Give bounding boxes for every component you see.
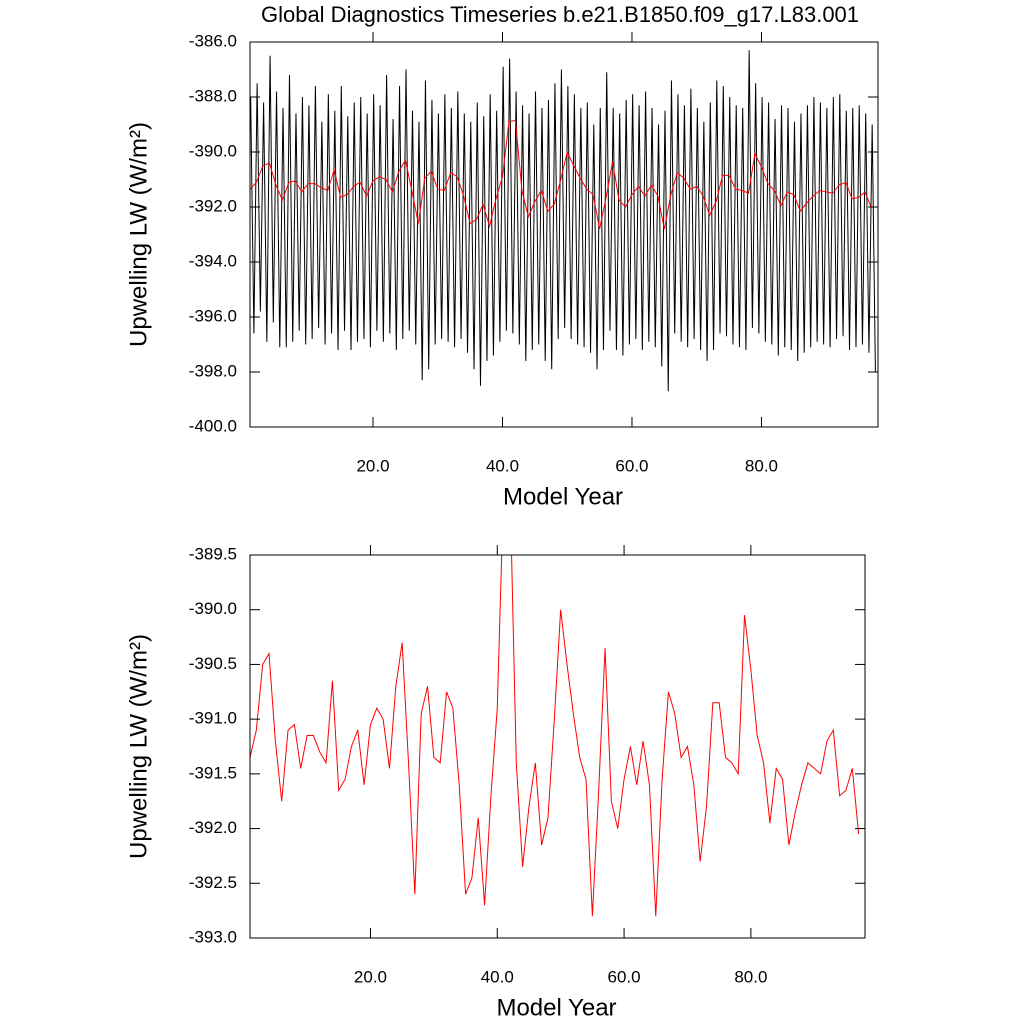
data-line — [250, 119, 872, 230]
y-tick-label: -388.0 — [189, 86, 237, 105]
plot-frame — [249, 41, 879, 428]
y-tick-label: -391.0 — [189, 709, 237, 728]
y-tick-label: -386.0 — [189, 31, 237, 50]
x-tick-label: 20.0 — [354, 967, 387, 986]
y-tick-label: -392.0 — [189, 818, 237, 837]
plot-area — [250, 50, 876, 392]
y-tick-label: -400.0 — [189, 416, 237, 435]
y-tick-label: -390.0 — [189, 599, 237, 618]
x-axis-label: Model Year — [503, 483, 623, 510]
x-tick-label: 80.0 — [734, 967, 767, 986]
y-axis-label: Upwelling LW (W/m²) — [125, 634, 152, 859]
y-tick-label: -389.5 — [189, 544, 237, 563]
x-tick-label: 40.0 — [481, 967, 514, 986]
y-axis-label: Upwelling LW (W/m²) — [125, 122, 152, 347]
plot-area — [250, 555, 860, 917]
y-tick-label: -392.5 — [189, 873, 237, 892]
y-tick-label: -398.0 — [189, 361, 237, 380]
y-tick-label: -390.5 — [189, 654, 237, 673]
data-line — [250, 555, 860, 917]
y-tick-label: -394.0 — [189, 251, 237, 270]
x-tick-label: 40.0 — [486, 456, 519, 475]
y-tick-label: -390.0 — [189, 141, 237, 160]
x-tick-label: 60.0 — [615, 456, 648, 475]
y-tick-label: -393.0 — [189, 927, 237, 946]
y-tick-label: -391.5 — [189, 763, 237, 782]
y-tick-label: -396.0 — [189, 306, 237, 325]
x-tick-label: 60.0 — [608, 967, 641, 986]
y-tick-label: -392.0 — [189, 196, 237, 215]
x-axis-label: Model Year — [496, 994, 616, 1021]
chart-title: Global Diagnostics Timeseries b.e21.B185… — [261, 2, 859, 27]
plot-frame — [249, 554, 866, 939]
x-tick-label: 20.0 — [356, 456, 389, 475]
x-tick-label: 80.0 — [745, 456, 778, 475]
data-line — [250, 50, 876, 392]
